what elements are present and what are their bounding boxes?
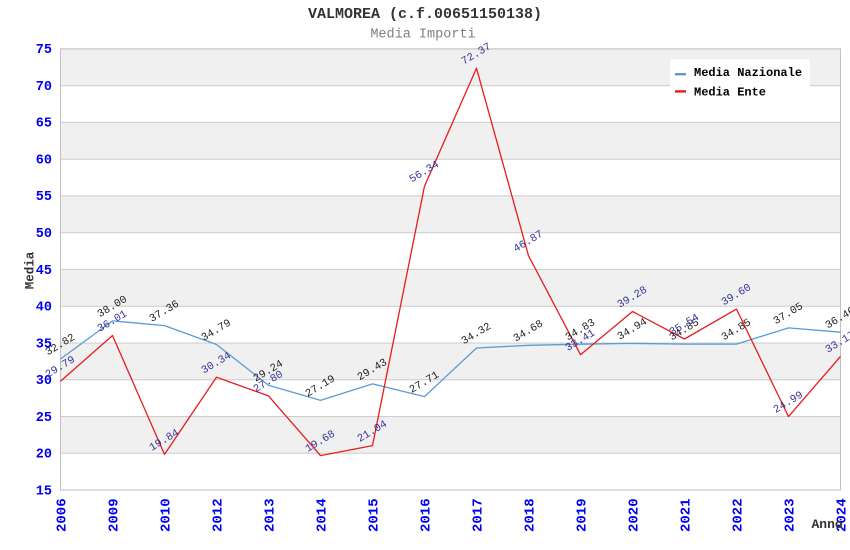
svg-text:2015: 2015 [366, 498, 382, 532]
svg-text:Anno: Anno [812, 517, 843, 532]
svg-text:2023: 2023 [782, 498, 798, 532]
svg-text:2014: 2014 [314, 498, 330, 532]
svg-text:55: 55 [36, 190, 52, 205]
svg-text:2013: 2013 [262, 498, 278, 532]
svg-text:65: 65 [36, 117, 52, 132]
svg-text:30: 30 [36, 374, 52, 389]
svg-text:2006: 2006 [54, 498, 70, 532]
svg-text:75: 75 [36, 43, 52, 58]
svg-text:2009: 2009 [106, 498, 122, 532]
svg-text:2021: 2021 [678, 498, 694, 532]
svg-text:Media Nazionale: Media Nazionale [694, 66, 802, 80]
svg-text:40: 40 [36, 301, 52, 316]
svg-text:VALMOREA (c.f.00651150138): VALMOREA (c.f.00651150138) [308, 6, 542, 23]
svg-text:2022: 2022 [730, 498, 746, 532]
svg-text:15: 15 [36, 484, 52, 499]
svg-text:50: 50 [36, 227, 52, 242]
svg-text:2010: 2010 [158, 498, 174, 532]
svg-text:2016: 2016 [418, 498, 434, 532]
svg-text:70: 70 [36, 80, 52, 95]
svg-text:2019: 2019 [574, 498, 590, 532]
svg-text:2024: 2024 [834, 498, 850, 532]
svg-text:2020: 2020 [626, 498, 642, 532]
svg-text:45: 45 [36, 264, 52, 279]
svg-text:Media: Media [24, 251, 38, 289]
svg-text:2018: 2018 [522, 498, 538, 532]
svg-text:Media Importi: Media Importi [370, 28, 475, 43]
svg-text:20: 20 [36, 448, 52, 463]
svg-text:Media Ente: Media Ente [694, 85, 766, 99]
svg-text:35: 35 [36, 337, 52, 352]
svg-text:60: 60 [36, 154, 52, 169]
svg-text:2012: 2012 [210, 498, 226, 532]
svg-text:25: 25 [36, 411, 52, 426]
svg-text:2017: 2017 [470, 498, 486, 532]
